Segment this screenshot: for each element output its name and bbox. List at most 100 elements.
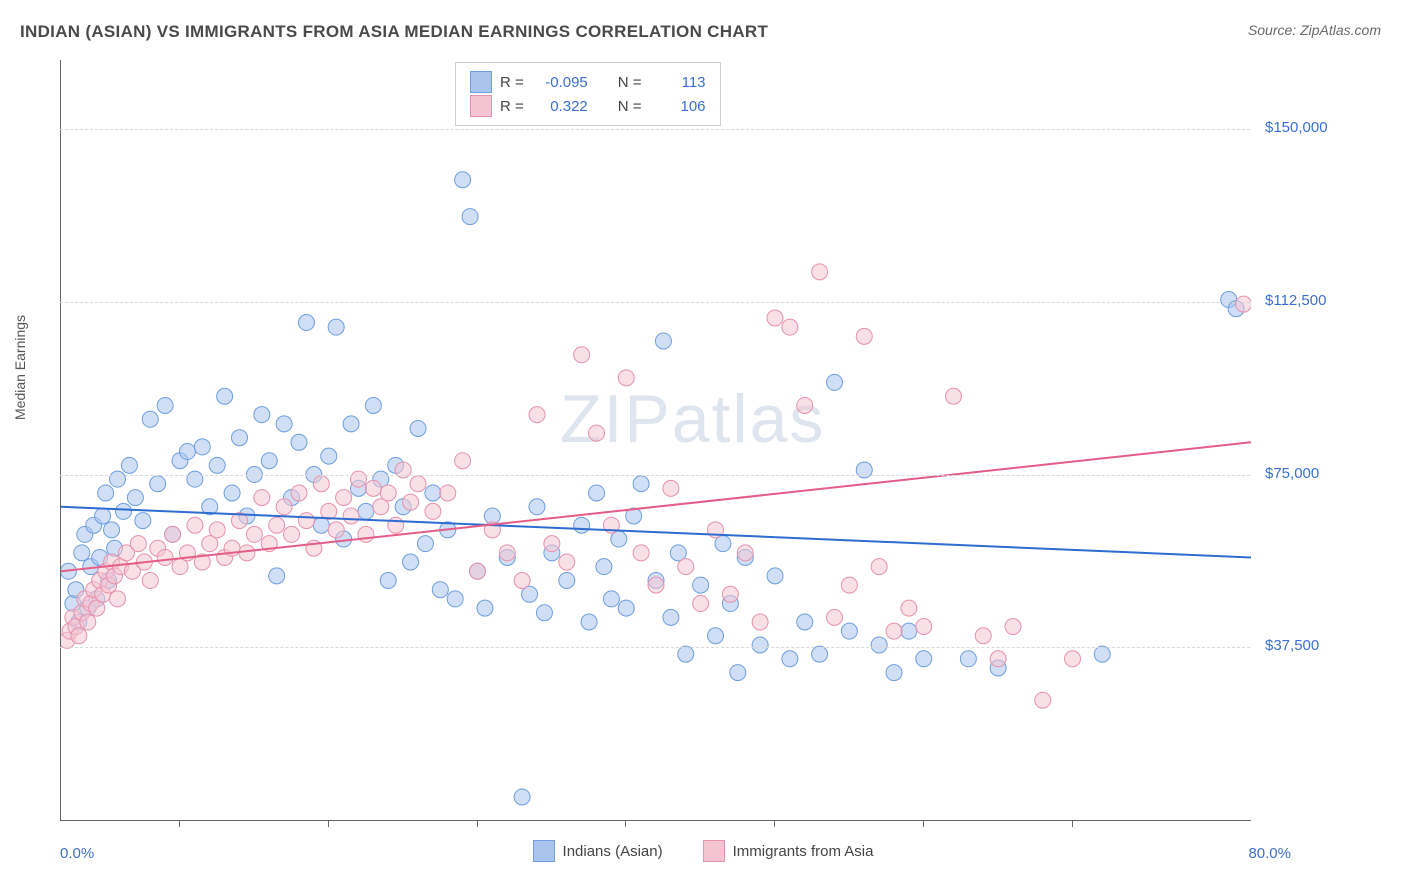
- data-point: [1236, 296, 1251, 312]
- legend-label-1: Indians (Asian): [563, 843, 663, 860]
- data-point: [291, 434, 307, 450]
- data-point: [194, 439, 210, 455]
- data-point: [365, 397, 381, 413]
- data-point: [157, 549, 173, 565]
- data-point: [291, 485, 307, 501]
- data-point: [782, 319, 798, 335]
- trend-line: [61, 442, 1251, 571]
- stats-row-series-2: R = 0.322 N = 106: [470, 95, 706, 117]
- stats-row-series-1: R = -0.095 N = 113: [470, 71, 706, 93]
- data-point: [618, 600, 634, 616]
- data-point: [462, 209, 478, 225]
- data-point: [574, 347, 590, 363]
- n-value-1: 113: [650, 74, 706, 91]
- data-point: [856, 462, 872, 478]
- data-point: [678, 646, 694, 662]
- data-point: [827, 374, 843, 390]
- data-point: [135, 513, 151, 529]
- data-point: [767, 310, 783, 326]
- x-tick: [774, 820, 775, 827]
- data-point: [916, 651, 932, 667]
- data-point: [722, 586, 738, 602]
- data-point: [514, 789, 530, 805]
- data-point: [536, 605, 552, 621]
- data-point: [603, 591, 619, 607]
- x-tick: [1072, 820, 1073, 827]
- data-point: [648, 577, 664, 593]
- data-point: [232, 430, 248, 446]
- data-point: [127, 490, 143, 506]
- x-tick: [179, 820, 180, 827]
- y-tick-label: $75,000: [1265, 465, 1319, 482]
- data-point: [298, 513, 314, 529]
- gridline: [60, 475, 1250, 476]
- data-point: [589, 485, 605, 501]
- gridline: [60, 129, 1250, 130]
- data-point: [71, 628, 87, 644]
- data-point: [95, 508, 111, 524]
- data-point: [455, 453, 471, 469]
- data-point: [477, 600, 493, 616]
- data-point: [358, 503, 374, 519]
- data-point: [284, 526, 300, 542]
- swatch-series-2: [470, 95, 492, 117]
- y-tick-label: $112,500: [1265, 292, 1326, 309]
- data-point: [157, 397, 173, 413]
- data-point: [730, 665, 746, 681]
- data-point: [960, 651, 976, 667]
- data-point: [365, 480, 381, 496]
- data-point: [663, 480, 679, 496]
- data-point: [313, 476, 329, 492]
- data-point: [209, 522, 225, 538]
- r-value-1: -0.095: [532, 74, 588, 91]
- data-point: [254, 490, 270, 506]
- data-point: [388, 517, 404, 533]
- legend-label-2: Immigrants from Asia: [733, 843, 874, 860]
- x-tick: [923, 820, 924, 827]
- r-label-2: R =: [500, 98, 524, 115]
- source-attribution: Source: ZipAtlas.com: [1248, 22, 1381, 38]
- data-point: [633, 476, 649, 492]
- data-point: [165, 526, 181, 542]
- data-point: [455, 172, 471, 188]
- data-point: [269, 517, 285, 533]
- data-point: [886, 623, 902, 639]
- x-tick: [477, 820, 478, 827]
- x-tick: [328, 820, 329, 827]
- data-point: [514, 572, 530, 588]
- plot-area: [60, 60, 1251, 821]
- data-point: [812, 646, 828, 662]
- data-point: [1005, 619, 1021, 635]
- data-point: [246, 526, 262, 542]
- data-point: [596, 559, 612, 575]
- data-point: [946, 388, 962, 404]
- data-point: [782, 651, 798, 667]
- data-point: [209, 457, 225, 473]
- r-value-2: 0.322: [532, 98, 588, 115]
- r-label: R =: [500, 74, 524, 91]
- data-point: [336, 490, 352, 506]
- data-point: [380, 485, 396, 501]
- data-point: [432, 582, 448, 598]
- data-point: [663, 609, 679, 625]
- data-point: [239, 545, 255, 561]
- data-point: [328, 319, 344, 335]
- data-point: [410, 420, 426, 436]
- data-point: [80, 614, 96, 630]
- gridline: [60, 302, 1250, 303]
- y-tick-label: $37,500: [1265, 637, 1319, 654]
- data-point: [708, 628, 724, 644]
- data-point: [440, 485, 456, 501]
- gridline: [60, 647, 1250, 648]
- data-point: [841, 623, 857, 639]
- data-point: [358, 526, 374, 542]
- data-point: [217, 388, 233, 404]
- correlation-stats-box: R = -0.095 N = 113 R = 0.322 N = 106: [455, 62, 721, 126]
- data-point: [187, 517, 203, 533]
- data-point: [990, 651, 1006, 667]
- data-point: [797, 614, 813, 630]
- x-tick: [625, 820, 626, 827]
- data-point: [871, 559, 887, 575]
- data-point: [752, 614, 768, 630]
- n-label: N =: [618, 74, 642, 91]
